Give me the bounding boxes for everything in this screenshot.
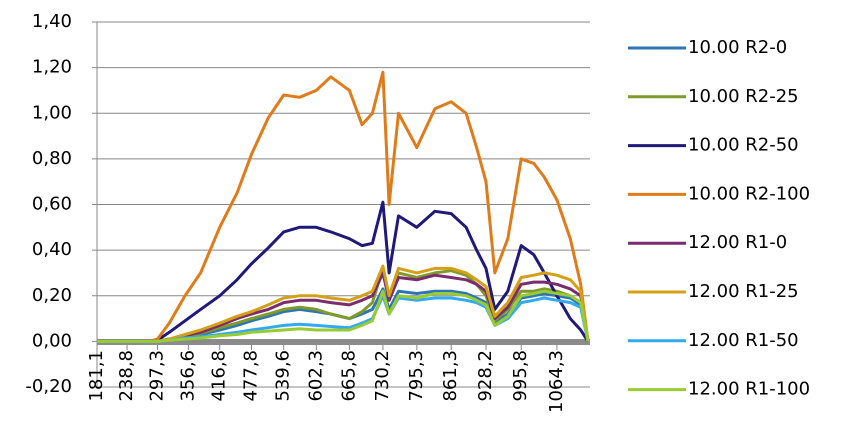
x-tick-label: 665,8	[338, 350, 359, 402]
series-line	[97, 271, 590, 343]
y-tick-label: -0,20	[25, 376, 72, 397]
y-tick-label: 1,40	[32, 11, 72, 32]
x-axis-band	[97, 339, 590, 345]
series-line	[97, 200, 590, 343]
legend-label: 10.00 R2-0	[688, 37, 787, 58]
y-tick-label: 0,40	[32, 239, 72, 260]
x-tick-label: 539,6	[273, 350, 294, 402]
x-tick-label: 477,8	[241, 350, 262, 402]
legend: 10.00 R2-0 10.00 R2-25 10.00 R2-50 10.00 R2…	[628, 37, 810, 400]
y-tick-label: 1,20	[32, 57, 72, 78]
series-line	[97, 289, 590, 343]
legend-label: 10.00 R2-100	[688, 183, 810, 204]
x-tick-label: 928,2	[475, 350, 496, 402]
x-tick-label: 730,2	[372, 350, 393, 402]
y-tick-label: 0,20	[32, 285, 72, 306]
y-tick-label: 0,80	[32, 148, 72, 169]
x-tick-label: 1064,3	[546, 350, 567, 413]
legend-label: 10.00 R2-25	[688, 86, 799, 107]
y-tick-label: 0,60	[32, 194, 72, 215]
y-tick-label: 0,00	[32, 330, 72, 351]
legend-label: 12.00 R1-25	[688, 281, 799, 302]
legend-label: 10.00 R2-50	[688, 135, 799, 156]
x-tick-label: 602,3	[305, 350, 326, 402]
x-tick-label: 795,3	[406, 350, 427, 402]
x-tick-label: 356,6	[177, 350, 198, 402]
legend-label: 12.00 R1-0	[688, 232, 787, 253]
grid	[97, 21, 590, 388]
x-tick-label: 181,1	[86, 350, 107, 402]
x-tick-label: 238,8	[116, 350, 137, 402]
x-tick-label: 861,3	[440, 350, 461, 402]
x-tick-label: 995,8	[510, 350, 531, 402]
series-line	[97, 70, 590, 343]
y-tick-label: 1,00	[32, 102, 72, 123]
legend-label: 12.00 R1-100	[688, 379, 810, 400]
legend-label: 12.00 R1-50	[688, 330, 799, 351]
x-tick-label: 297,3	[147, 350, 168, 402]
series-line	[97, 264, 590, 343]
x-tick-label: 416,8	[209, 350, 230, 402]
